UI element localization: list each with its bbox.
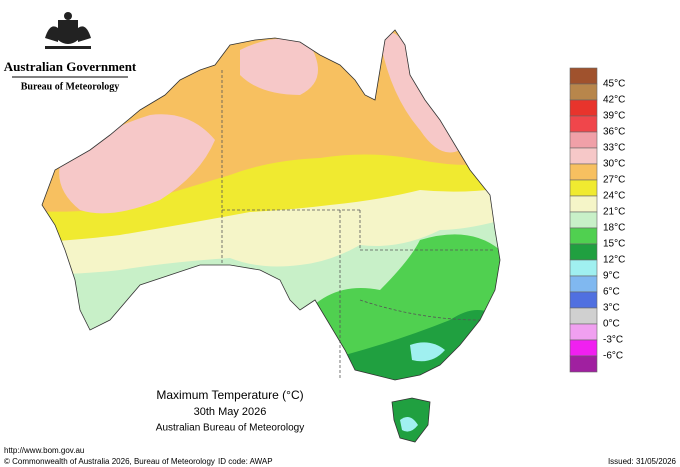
legend-label: 39°C: [603, 111, 625, 122]
legend-label: 6°C: [603, 287, 620, 298]
legend-swatch: [569, 163, 598, 181]
legend-label: 12°C: [603, 255, 625, 266]
legend: 45°C 42°C 39°C 36°C 33°C 30°C 27°C 24°C 21°C 18°C…: [569, 67, 625, 373]
legend-swatch: [569, 355, 598, 373]
agency: Bureau of Meteorology: [21, 81, 120, 92]
legend-swatch: [569, 99, 598, 117]
legend-swatch: [569, 211, 598, 229]
copyright: © Commonwealth of Australia 2026, Bureau…: [4, 457, 215, 466]
legend-swatch: [569, 195, 598, 213]
legend-swatch: [569, 323, 598, 341]
legend-label: 24°C: [603, 191, 625, 202]
legend-label: 45°C: [603, 79, 625, 90]
legend-swatch: [569, 115, 598, 133]
legend-swatch: [569, 179, 598, 197]
crest: [45, 12, 91, 49]
coastline: [41, 29, 501, 443]
issued: Issued: 31/05/2026: [608, 457, 677, 466]
legend-label: 9°C: [603, 271, 620, 282]
legend-swatch: [569, 339, 598, 357]
legend-label: -3°C: [603, 335, 623, 346]
id-code: ID code: AWAP: [218, 457, 273, 466]
map-date: 30th May 2026: [194, 406, 267, 418]
legend-label: 15°C: [603, 239, 625, 250]
legend-label: 18°C: [603, 223, 625, 234]
legend-label: 30°C: [603, 159, 625, 170]
legend-label: 21°C: [603, 207, 625, 218]
legend-swatch: [569, 291, 598, 309]
legend-swatch: [569, 275, 598, 293]
legend-swatch: [569, 243, 598, 261]
legend-swatch: [569, 259, 598, 277]
legend-label: 33°C: [603, 143, 625, 154]
legend-swatch: [569, 227, 598, 245]
legend-swatch: [569, 67, 598, 85]
url: http://www.bom.gov.au: [4, 446, 84, 455]
legend-swatch: [569, 307, 598, 325]
legend-label: 42°C: [603, 95, 625, 106]
legend-label: -6°C: [603, 351, 623, 362]
legend-label: 36°C: [603, 127, 625, 138]
legend-label: 3°C: [603, 303, 620, 314]
legend-swatch: [569, 83, 598, 101]
map-source: Australian Bureau of Meteorology: [156, 423, 304, 434]
government: Australian Government: [4, 59, 137, 74]
legend-swatch: [569, 147, 598, 165]
legend-swatch: [569, 131, 598, 149]
map-title: Maximum Temperature (°C): [156, 388, 303, 402]
legend-label: 27°C: [603, 175, 625, 186]
legend-label: 0°C: [603, 319, 620, 330]
state-borders: [221, 70, 495, 380]
